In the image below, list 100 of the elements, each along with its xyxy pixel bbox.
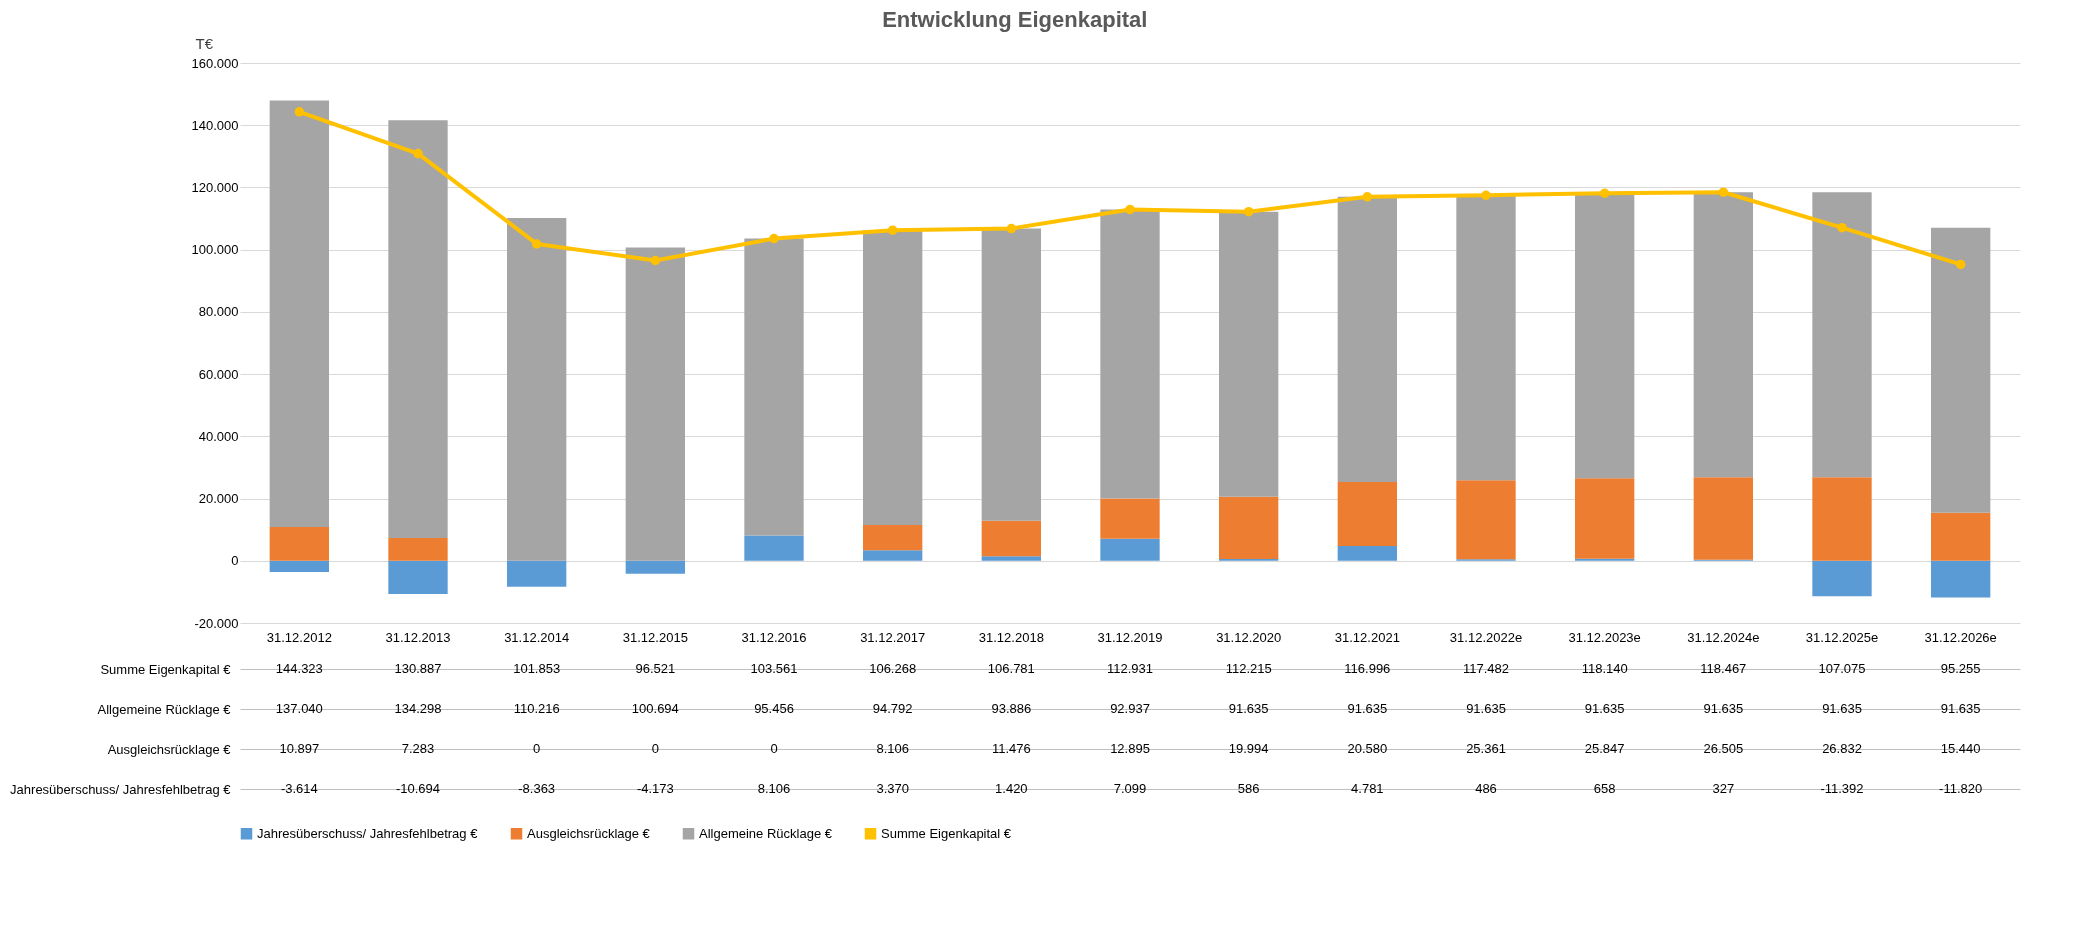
- data-label: 110.216: [513, 701, 560, 716]
- bar: [744, 238, 804, 536]
- data-label: 95.255: [1940, 661, 1981, 676]
- data-label: -11.392: [1820, 781, 1864, 796]
- data-label: 26.505: [1703, 741, 1744, 756]
- text: Jahresüberschuss/ Jahresfehlbetrag €: [10, 781, 231, 797]
- data-label: 112.931: [1106, 661, 1154, 676]
- data-label: 1.420: [995, 781, 1028, 796]
- data-label: 118.140: [1581, 661, 1628, 676]
- point: [1243, 206, 1254, 217]
- bar: [388, 538, 448, 561]
- y-tick-label: -20.000: [194, 615, 239, 631]
- data-label: 106.268: [869, 661, 917, 676]
- data-label: 91.635: [1584, 701, 1625, 716]
- bar: [1337, 481, 1397, 546]
- data-label: -10.694: [395, 781, 441, 796]
- bar: [1219, 496, 1279, 559]
- point: [650, 255, 661, 266]
- x-tick-label: 31.12.2021: [1334, 629, 1400, 645]
- y-tick-label: 60.000: [198, 366, 239, 382]
- point: [1718, 187, 1729, 197]
- x-tick-label: 31.12.2017: [860, 629, 926, 645]
- point: [1481, 190, 1491, 201]
- data-label: 7.283: [401, 741, 435, 756]
- bar: [863, 525, 923, 551]
- bar: [1931, 512, 1991, 561]
- data-label: 130.887: [394, 661, 442, 676]
- bar: [1931, 560, 1991, 598]
- data-label: 0: [770, 741, 778, 756]
- x-tick-label: 31.12.2022e: [1449, 629, 1523, 645]
- x-tick-label: 31.12.2019: [1097, 629, 1163, 645]
- point: [887, 225, 898, 235]
- bar: [1100, 538, 1160, 561]
- data-label: 25.847: [1584, 741, 1625, 756]
- bar: [1575, 478, 1635, 559]
- bar: [507, 560, 567, 587]
- data-label: 20.580: [1347, 741, 1388, 756]
- data-label: 4.781: [1351, 781, 1384, 796]
- bar: [269, 100, 329, 527]
- data-label: 106.781: [987, 661, 1035, 676]
- bar: [863, 550, 923, 561]
- data-label: 144.323: [275, 661, 323, 676]
- data-label: 8.106: [876, 741, 909, 756]
- bar: [1812, 192, 1872, 478]
- bar: [388, 120, 448, 539]
- data-label: 0: [651, 741, 659, 756]
- bar: [981, 556, 1041, 561]
- bar: [981, 520, 1041, 557]
- bar: [1812, 477, 1872, 561]
- data-label: 112.215: [1225, 661, 1272, 676]
- x-tick-label: 31.12.2020: [1216, 629, 1282, 645]
- x-tick-label: 31.12.2015: [622, 629, 688, 645]
- data-label: 100.694: [631, 701, 679, 716]
- data-label: 103.561: [750, 661, 798, 676]
- x-tick-label: 31.12.2014: [504, 629, 570, 645]
- data-label: 96.521: [635, 661, 676, 676]
- bar: [388, 560, 448, 595]
- bar: [1219, 211, 1279, 497]
- data-label: 25.361: [1466, 741, 1506, 756]
- legend-label: Jahresüberschuss/ Jahresfehlbetrag €: [257, 825, 479, 841]
- point: [1362, 192, 1373, 202]
- data-label: 117.482: [1462, 661, 1510, 676]
- bar: [1456, 480, 1516, 560]
- bar: [981, 228, 1041, 521]
- point: [1125, 204, 1135, 215]
- data-label: 15.440: [1940, 741, 1981, 756]
- data-label: 91.635: [1703, 701, 1744, 716]
- data-label: 8.106: [757, 781, 791, 796]
- bar: [1456, 195, 1516, 481]
- bar: [625, 560, 685, 574]
- x-tick-label: 31.12.2024e: [1687, 629, 1760, 645]
- point: [1837, 222, 1847, 233]
- data-label: 91.635: [1822, 701, 1862, 716]
- data-label: 26.832: [1822, 741, 1862, 756]
- y-tick-label: 160.000: [191, 55, 239, 71]
- legend-label: Allgemeine Rücklage €: [699, 825, 833, 841]
- y-axis-title: T€: [195, 34, 214, 52]
- bar: [625, 247, 685, 561]
- data-label: 10.897: [279, 741, 320, 756]
- data-label: 586: [1237, 781, 1260, 796]
- data-label: 101.853: [513, 661, 561, 676]
- data-label: 11.476: [991, 741, 1031, 756]
- text: Summe Eigenkapital €: [100, 661, 231, 677]
- point: [769, 233, 779, 244]
- x-tick-label: 31.12.2025e: [1805, 629, 1879, 645]
- point: [294, 107, 305, 117]
- y-tick-label: 140.000: [191, 117, 239, 133]
- data-label: 95.456: [754, 701, 794, 716]
- data-label: 658: [1593, 781, 1616, 796]
- data-label: 0: [533, 741, 541, 756]
- data-label: 486: [1475, 781, 1497, 796]
- data-label: 92.937: [1110, 701, 1150, 716]
- data-label: -8.363: [518, 781, 556, 796]
- data-label: 107.075: [1818, 661, 1866, 676]
- x-tick-label: 31.12.2023e: [1568, 629, 1641, 645]
- data-label: 91.635: [1466, 701, 1506, 716]
- data-label: -4.173: [636, 781, 674, 796]
- bar: [1693, 192, 1753, 478]
- x-tick-label: 31.12.2018: [978, 629, 1044, 645]
- y-tick-label: 120.000: [191, 179, 239, 195]
